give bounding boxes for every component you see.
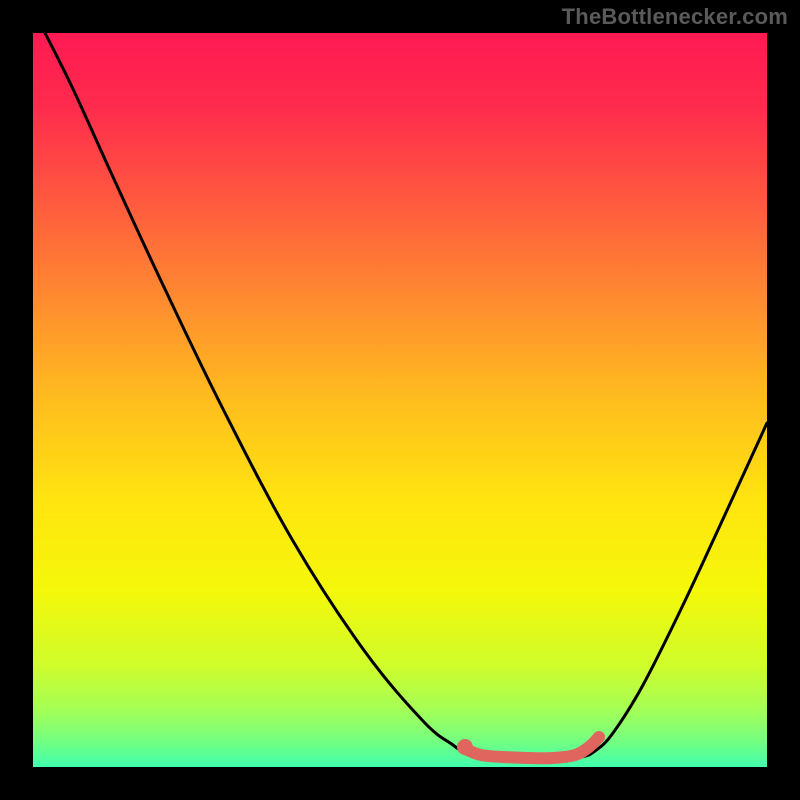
highlight-start-dot [457,739,473,755]
highlight-segment [465,737,599,758]
plot-area [33,33,767,767]
bottleneck-curve [45,33,767,760]
chart-frame: TheBottlenecker.com [0,0,800,800]
attribution-text: TheBottlenecker.com [562,4,788,30]
chart-svg [33,33,767,767]
